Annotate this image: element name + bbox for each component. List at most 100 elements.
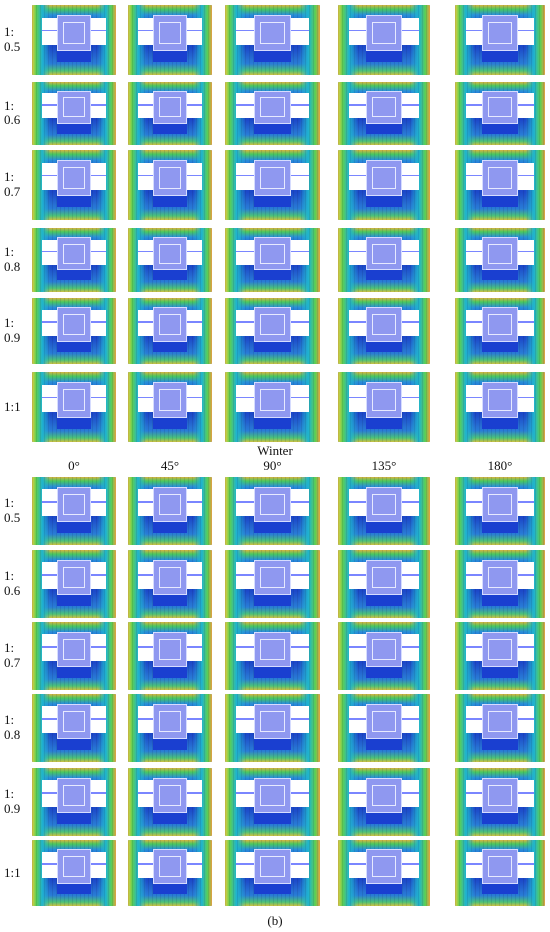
corridor-bar	[349, 250, 368, 253]
building-footprint	[349, 381, 419, 430]
cfd-panel-top-r1-c4	[338, 5, 430, 75]
west-wing	[138, 562, 155, 590]
column-header: 180°	[487, 458, 513, 473]
west-wing	[42, 851, 59, 878]
inner-outline	[259, 856, 286, 877]
cfd-panel-top-r2-c2	[128, 82, 212, 145]
central-block	[153, 559, 187, 595]
cfd-panel-bottom-r4-c4	[338, 694, 430, 762]
corridor-bar	[516, 29, 535, 32]
east-wing	[289, 634, 309, 662]
west-wing	[236, 93, 256, 119]
west-wing	[465, 309, 484, 336]
inner-outline	[259, 566, 286, 588]
central-block	[153, 849, 187, 884]
inner-outline	[487, 710, 513, 732]
west-wing	[465, 706, 484, 734]
building-footprint	[465, 159, 535, 208]
central-block	[482, 631, 518, 667]
corridor-bar	[138, 718, 155, 720]
cfd-panel-top-r4-c3	[225, 228, 320, 292]
central-block	[482, 236, 518, 271]
west-wing	[42, 17, 59, 46]
inner-outline	[371, 21, 397, 44]
inner-outline	[487, 784, 513, 806]
cfd-panel-top-r3-c4	[338, 150, 430, 220]
east-wing	[89, 17, 106, 46]
building-footprint	[42, 777, 106, 824]
corridor-bar	[42, 29, 59, 32]
column-header: 0°	[68, 458, 80, 473]
building-footprint	[236, 159, 309, 208]
east-wing	[400, 239, 419, 265]
central-block	[365, 777, 403, 813]
east-wing	[185, 706, 202, 734]
row-label: 1: 0.9	[4, 786, 21, 816]
west-wing	[349, 780, 368, 808]
corridor-bar	[236, 792, 256, 794]
central-block	[365, 381, 403, 419]
corridor-bar	[465, 396, 484, 399]
east-wing	[89, 489, 106, 517]
inner-outline	[487, 638, 513, 660]
building-footprint	[349, 777, 419, 824]
corridor-bar	[138, 863, 155, 865]
building-footprint	[236, 90, 309, 134]
central-block	[153, 14, 187, 52]
west-wing	[465, 851, 484, 878]
corridor-bar	[89, 104, 106, 106]
building-footprint	[465, 777, 535, 824]
building-footprint	[349, 849, 419, 895]
cfd-panel-top-r4-c4	[338, 228, 430, 292]
inner-outline	[371, 566, 397, 588]
east-wing	[400, 562, 419, 590]
cfd-panel-bottom-r2-c5	[455, 550, 545, 618]
corridor-bar	[400, 646, 419, 648]
building-footprint	[42, 631, 106, 678]
building-footprint	[138, 703, 202, 750]
central-block	[365, 14, 403, 52]
inner-outline	[158, 566, 182, 588]
west-wing	[465, 780, 484, 808]
corridor-bar	[89, 792, 106, 794]
corridor-bar	[289, 104, 309, 106]
cfd-panel-top-r5-c4	[338, 298, 430, 364]
corridor-bar	[89, 718, 106, 720]
corridor-bar	[289, 574, 309, 576]
inner-outline	[487, 166, 513, 189]
corridor-bar	[465, 104, 484, 106]
west-wing	[138, 384, 155, 413]
central-block	[253, 849, 292, 884]
corridor-bar	[400, 321, 419, 323]
inner-outline	[158, 166, 182, 189]
east-wing	[516, 851, 535, 878]
east-wing	[400, 634, 419, 662]
west-wing	[465, 162, 484, 191]
central-block	[57, 159, 91, 197]
corridor-bar	[185, 863, 202, 865]
corridor-bar	[42, 250, 59, 253]
row-label: 1: 0.6	[4, 568, 21, 598]
building-footprint	[138, 777, 202, 824]
corridor-bar	[289, 646, 309, 648]
cfd-panel-top-r4-c2	[128, 228, 212, 292]
central-block	[365, 703, 403, 739]
inner-outline	[158, 856, 182, 877]
corridor-bar	[349, 501, 368, 503]
inner-outline	[487, 493, 513, 515]
central-block	[253, 159, 292, 197]
building-footprint	[138, 559, 202, 606]
cfd-panel-bottom-r3-c5	[455, 622, 545, 690]
building-footprint	[138, 486, 202, 533]
inner-outline	[158, 638, 182, 660]
central-block	[482, 486, 518, 522]
west-wing	[236, 17, 256, 46]
cfd-panel-top-r5-c1	[32, 298, 116, 364]
corridor-bar	[465, 29, 484, 32]
corridor-bar	[42, 574, 59, 576]
corridor-bar	[185, 104, 202, 106]
east-wing	[289, 489, 309, 517]
east-wing	[289, 309, 309, 336]
corridor-bar	[42, 718, 59, 720]
corridor-bar	[236, 104, 256, 106]
